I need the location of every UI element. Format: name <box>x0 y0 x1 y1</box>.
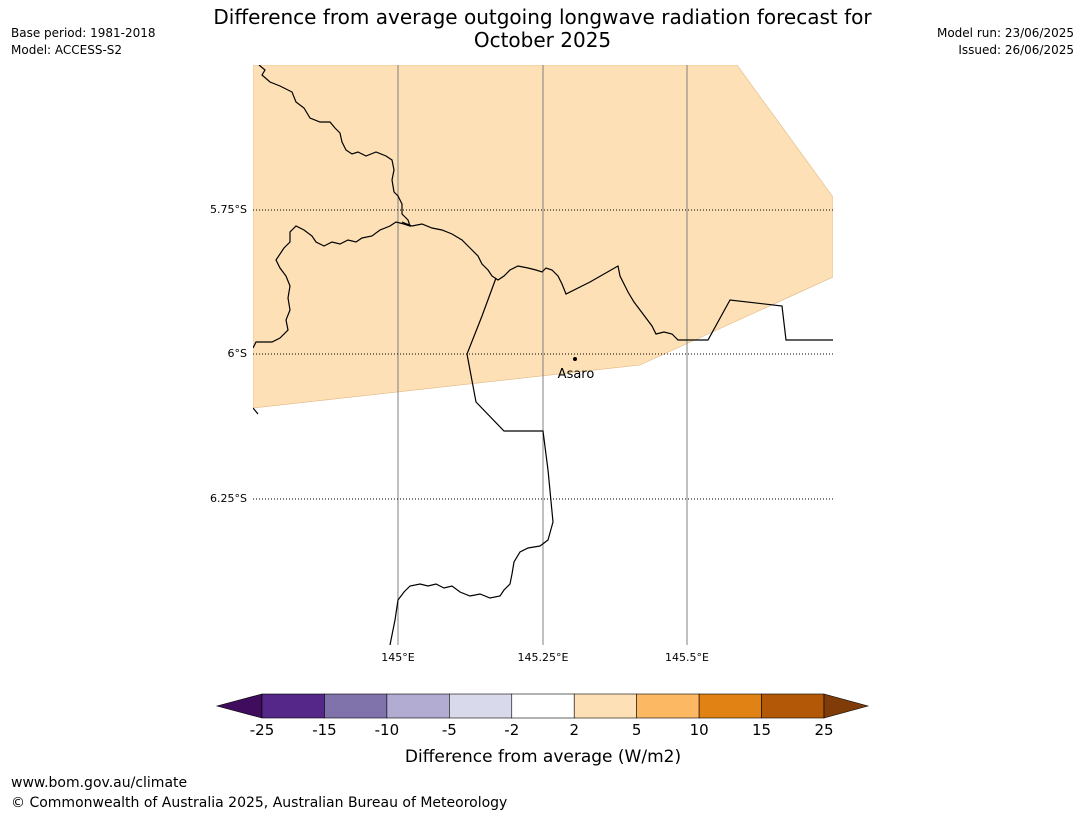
lat-label-6s: 6°S <box>228 347 247 360</box>
colorbar: -25 -15 -10 -5 -2 2 5 10 15 25 <box>215 693 870 739</box>
boundary-south <box>389 277 554 645</box>
colorbar-cell <box>698 693 762 719</box>
map-title: Difference from average outgoing longwav… <box>180 6 905 52</box>
title-line-2: October 2025 <box>473 28 612 52</box>
colorbar-cell <box>261 693 325 719</box>
model-run: Model run: 23/06/2025 <box>936 26 1074 40</box>
colorbar-extend-high <box>823 693 870 719</box>
boundary-stub <box>253 407 259 415</box>
issued-date: Issued: 26/06/2025 <box>958 43 1074 57</box>
colorbar-cell <box>449 693 513 719</box>
colorbar-label: Difference from average (W/m2) <box>405 747 681 767</box>
colorbar-tick-label: -2 <box>504 721 519 739</box>
model-name: Model: ACCESS-S2 <box>11 43 123 57</box>
colorbar-extend-low <box>215 693 263 719</box>
lon-label-145-5e: 145.5°E <box>665 651 709 664</box>
asaro-marker <box>573 357 577 361</box>
meta-right: Model run: 23/06/2025 Issued: 26/06/2025 <box>937 25 1074 59</box>
lon-label-145e: 145°E <box>381 651 414 664</box>
colorbar-tick-label: 25 <box>814 721 833 739</box>
lon-label-145-25e: 145.25°E <box>518 651 569 664</box>
colorbar-tick-label: -10 <box>375 721 400 739</box>
meta-left: Base period: 1981-2018 Model: ACCESS-S2 <box>11 25 156 59</box>
boundary-central <box>401 221 833 341</box>
colorbar-tick-label: -25 <box>250 721 275 739</box>
base-period: Base period: 1981-2018 <box>11 26 156 40</box>
colorbar-tick-label: 10 <box>690 721 709 739</box>
lat-label-5-75s: 5.75°S <box>210 203 247 216</box>
colorbar-cell <box>636 693 700 719</box>
colorbar-tick-label: -15 <box>312 721 337 739</box>
colorbar-tick-label: 15 <box>752 721 771 739</box>
colorbar-cell <box>511 693 575 719</box>
colorbar-cells <box>215 693 870 719</box>
map-plot <box>253 65 833 645</box>
colorbar-cell <box>573 693 637 719</box>
colorbar-tick-label: 5 <box>632 721 642 739</box>
colorbar-cell <box>324 693 388 719</box>
place-label-asaro: Asaro <box>558 367 595 382</box>
title-line-1: Difference from average outgoing longwav… <box>213 5 872 29</box>
colorbar-cell <box>761 693 825 719</box>
boundary-north-west <box>253 65 411 349</box>
colorbar-ticks: -25 -15 -10 -5 -2 2 5 10 15 25 <box>250 721 834 739</box>
colorbar-cell <box>386 693 450 719</box>
footer-copyright: © Commonwealth of Australia 2025, Austra… <box>11 795 508 811</box>
footer-url: www.bom.gov.au/climate <box>11 775 188 791</box>
colorbar-tick-label: -5 <box>442 721 457 739</box>
lat-label-6-25s: 6.25°S <box>210 492 247 505</box>
colorbar-tick-label: 2 <box>569 721 579 739</box>
